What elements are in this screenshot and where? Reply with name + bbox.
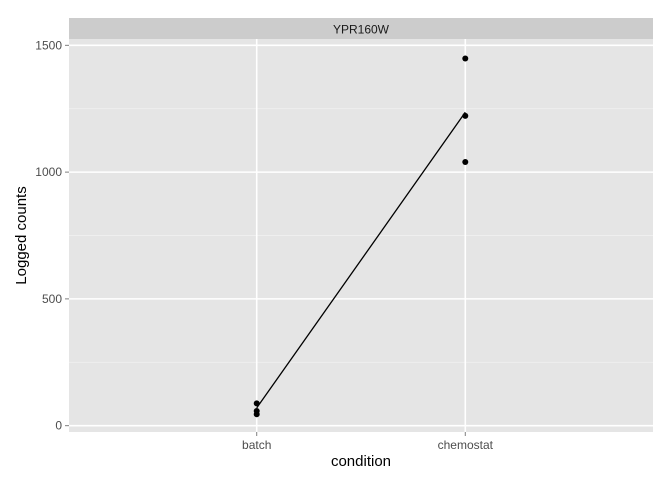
y-axis: 0 500 1000 1500 — [35, 38, 69, 433]
y-tick-label-1: 500 — [42, 292, 62, 306]
grid-major — [69, 39, 653, 432]
data-point-0 — [253, 400, 260, 407]
facet-strip — [69, 18, 653, 39]
y-tick-label-0: 0 — [55, 419, 62, 433]
y-tick-label-2: 1000 — [35, 165, 62, 179]
mean-line — [256, 111, 466, 409]
data-point-2 — [253, 411, 260, 418]
data-point-4 — [462, 112, 469, 119]
x-tick-label-1: chemostat — [438, 438, 494, 452]
x-axis-title: condition — [331, 453, 391, 470]
facet-label: YPR160W — [333, 23, 390, 37]
grid-minor — [69, 108, 653, 363]
data-point-5 — [462, 158, 469, 165]
series — [253, 55, 469, 418]
y-tick-label-3: 1500 — [35, 38, 62, 52]
x-axis: batch chemostat — [242, 432, 494, 452]
y-axis-title: Logged counts — [13, 186, 30, 284]
data-point-3 — [462, 55, 469, 62]
x-tick-label-0: batch — [242, 438, 271, 452]
